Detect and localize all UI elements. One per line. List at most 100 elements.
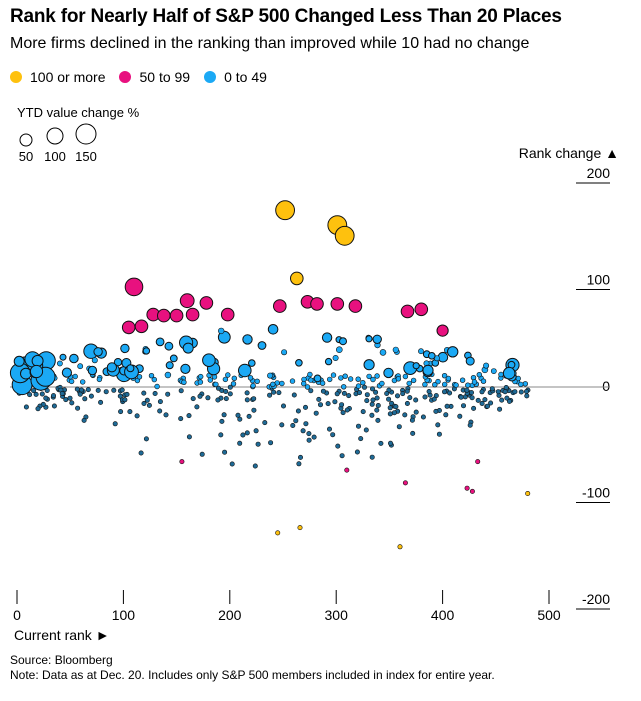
data-point — [465, 356, 475, 366]
x-tick-labels: 0 100 200 300 400 500 — [13, 590, 561, 623]
data-point — [29, 364, 44, 379]
data-point — [164, 371, 172, 379]
data-point — [355, 383, 362, 389]
data-point — [404, 400, 410, 406]
data-point — [378, 440, 384, 446]
data-point — [251, 396, 257, 402]
data-point — [267, 372, 274, 379]
data-point — [223, 396, 229, 402]
color-legend: 100 or more 50 to 99 0 to 49 — [10, 69, 281, 85]
data-point — [374, 407, 380, 413]
data-point — [301, 380, 307, 387]
data-point — [464, 387, 470, 393]
data-point — [402, 480, 408, 486]
data-point — [296, 461, 302, 467]
data-point — [81, 417, 87, 423]
data-point — [247, 375, 254, 381]
data-point — [428, 352, 436, 360]
data-point — [504, 395, 510, 401]
data-point — [307, 371, 313, 378]
data-point — [396, 424, 402, 430]
data-point — [280, 403, 286, 409]
data-point — [431, 396, 437, 402]
data-point — [31, 354, 44, 367]
data-point — [361, 384, 367, 390]
x-tick-label: 200 — [218, 607, 242, 623]
data-point — [257, 341, 267, 350]
data-point — [252, 463, 258, 469]
data-point — [498, 371, 504, 378]
data-point — [290, 271, 304, 286]
data-point — [186, 413, 192, 419]
data-point — [457, 413, 463, 419]
data-point — [77, 363, 84, 370]
data-point — [394, 393, 400, 399]
data-point — [304, 384, 311, 390]
data-point — [482, 397, 488, 403]
data-point — [136, 374, 143, 380]
data-point — [293, 418, 299, 424]
data-point — [339, 453, 345, 459]
data-point — [148, 373, 155, 379]
data-point — [313, 374, 322, 383]
data-point — [146, 402, 152, 408]
y-tick-label: 200 — [587, 165, 611, 181]
data-point — [471, 379, 478, 385]
data-point — [155, 337, 165, 347]
data-point — [391, 410, 397, 416]
data-point — [317, 402, 323, 408]
data-point — [35, 406, 41, 412]
data-point — [111, 387, 117, 393]
data-point — [330, 372, 337, 378]
data-point — [227, 391, 233, 397]
data-point — [68, 378, 75, 385]
data-point — [400, 391, 406, 397]
data-point — [335, 443, 341, 449]
size-legend-circle-150 — [75, 123, 97, 145]
data-point — [410, 377, 417, 384]
data-point — [383, 367, 394, 379]
data-point — [522, 381, 528, 387]
data-point — [267, 392, 273, 398]
data-point — [141, 400, 147, 406]
data-point — [422, 364, 434, 376]
data-point — [341, 384, 347, 390]
data-point — [397, 544, 403, 550]
data-point — [409, 417, 415, 423]
data-point — [186, 434, 192, 440]
data-point — [91, 357, 98, 364]
data-point — [436, 431, 442, 437]
data-point — [319, 380, 326, 386]
data-point — [169, 354, 178, 363]
data-point — [306, 431, 312, 437]
data-point — [85, 387, 91, 393]
legend-item-low: 0 to 49 — [204, 69, 267, 85]
data-point — [141, 390, 147, 396]
data-point — [490, 368, 497, 374]
data-point — [344, 407, 350, 413]
data-point — [348, 299, 363, 313]
data-point — [69, 400, 75, 406]
data-point — [98, 399, 104, 405]
data-point — [458, 394, 464, 400]
data-point — [244, 430, 250, 436]
data-point — [523, 388, 529, 394]
data-point — [354, 449, 360, 455]
data-point — [33, 391, 39, 397]
data-point — [79, 387, 85, 393]
data-point — [375, 417, 381, 423]
data-point — [334, 391, 340, 397]
data-point — [237, 440, 243, 446]
data-point — [476, 372, 482, 378]
data-point — [524, 393, 530, 399]
data-point — [332, 354, 339, 361]
data-point — [310, 297, 324, 311]
data-point — [369, 401, 375, 407]
legend-swatch-high — [10, 71, 22, 83]
data-point — [124, 277, 144, 297]
data-point — [59, 353, 67, 361]
size-legend-label-50: 50 — [19, 149, 33, 164]
data-point — [406, 380, 412, 387]
data-point — [432, 382, 438, 388]
data-point — [231, 375, 238, 381]
